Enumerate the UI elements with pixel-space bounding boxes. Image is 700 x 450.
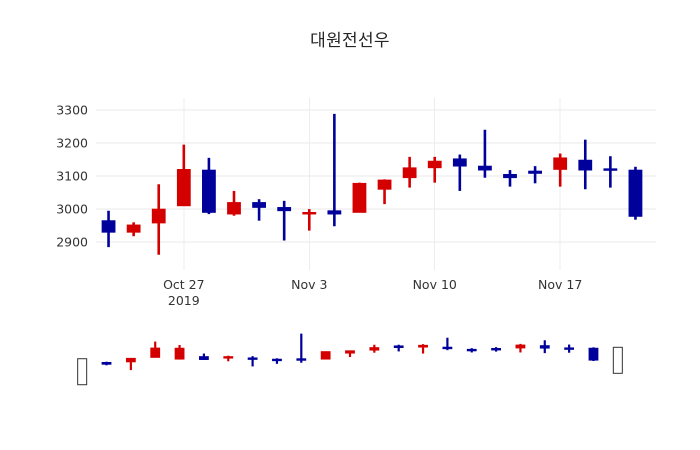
- candlestick: [452, 154, 467, 191]
- candlestick: [247, 356, 258, 367]
- candlestick: [345, 350, 355, 357]
- y-axis-tick-label: 2900: [56, 235, 88, 250]
- candlestick: [174, 345, 185, 360]
- candlestick: [125, 357, 136, 371]
- candlestick: [478, 129, 492, 178]
- candlestick: [539, 340, 550, 354]
- chart-title: 대원전선우: [310, 31, 390, 51]
- candlestick: [151, 184, 166, 255]
- candlestick: [393, 344, 404, 352]
- candlestick: [126, 222, 141, 237]
- x-axis-tick-label: Nov 10: [413, 277, 457, 292]
- candlestick: [327, 113, 342, 227]
- candlestick: [302, 209, 317, 231]
- candlestick: [564, 344, 575, 353]
- candlestick: [101, 361, 112, 366]
- candlestick: [369, 344, 380, 353]
- candlestick: [515, 343, 526, 353]
- y-axis-ticks: 2900 3000 3100 3200 3300: [56, 102, 88, 249]
- candlestick: [612, 346, 623, 374]
- candle-series: [101, 113, 643, 255]
- candlestick: [296, 333, 307, 363]
- candlestick: [553, 153, 568, 187]
- y-axis-tick-label: 3000: [56, 202, 88, 217]
- y-axis-tick-label: 3200: [56, 135, 88, 150]
- candlestick: [588, 347, 599, 362]
- candlestick: [442, 337, 453, 351]
- x-axis-tick-label: Oct 27: [163, 277, 205, 292]
- candlestick: [277, 200, 292, 241]
- candlestick: [528, 166, 542, 184]
- candlestick: [272, 358, 282, 364]
- y-axis-tick-label: 3100: [56, 169, 88, 184]
- candlestick: [77, 358, 88, 386]
- candlestick: [199, 353, 209, 360]
- candlestick: [491, 347, 501, 352]
- x-axis-tick-label: Nov 3: [291, 277, 327, 292]
- candlestick: [227, 190, 241, 216]
- candlestick: [252, 199, 266, 221]
- candlestick: [418, 344, 428, 354]
- y-axis-tick-label: 3300: [56, 102, 88, 117]
- candlestick: [101, 210, 116, 248]
- candlestick: [377, 179, 392, 205]
- candlestick: [150, 341, 161, 358]
- candlestick: [578, 139, 593, 190]
- candlestick: [427, 156, 442, 183]
- x-axis-tick-sublabel: 2019: [168, 293, 200, 308]
- candlestick: [320, 351, 331, 360]
- candlestick: [202, 157, 216, 215]
- candlestick: [176, 144, 191, 207]
- candlestick: [603, 156, 618, 188]
- candlestick: [503, 170, 517, 187]
- candlestick: [402, 156, 417, 188]
- x-axis-tick-label: Nov 17: [538, 277, 582, 292]
- candlestick: [466, 348, 477, 353]
- candlestick: [352, 182, 367, 213]
- candlestick: [628, 166, 643, 220]
- thumbnail-candle-series: [77, 333, 623, 386]
- candlestick: [223, 355, 234, 362]
